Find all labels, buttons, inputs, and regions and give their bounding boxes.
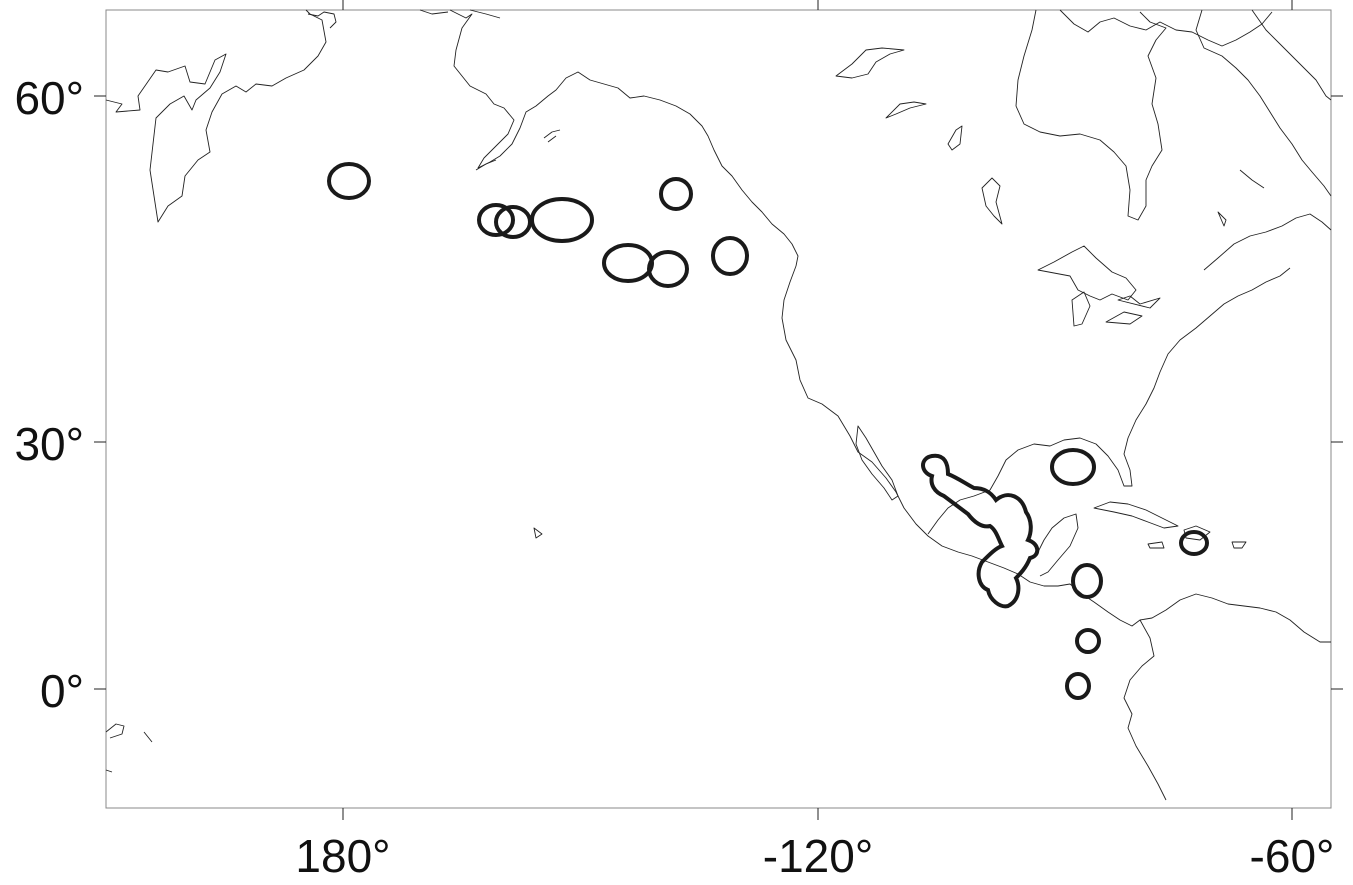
coast-siberia [105, 9, 327, 223]
coast-chukotka [307, 11, 337, 29]
contour-bering [327, 162, 371, 200]
coast-maritime [1203, 169, 1332, 271]
contour-gulf-alaska-2 [530, 197, 594, 243]
contour-gulf-alaska-3 [659, 177, 693, 211]
coast-alaska [449, 9, 799, 267]
coast-west-edge [105, 723, 153, 773]
coast-alaska-north [419, 9, 501, 19]
coast-baja [855, 425, 899, 501]
coast-greenland [1251, 9, 1332, 101]
coast-arctic-islands [835, 9, 1273, 225]
coast-hudson-bay [1015, 9, 1167, 221]
coast-labrador [1195, 9, 1332, 197]
coast-aleutians [475, 129, 561, 171]
contour-ecuador [1065, 672, 1091, 700]
contour-gulf-alaska-1b [494, 205, 532, 239]
y-axis-label-0: 0° [40, 665, 84, 717]
coast-yucatan [1035, 513, 1079, 577]
x-axis-label-neg120: -120° [763, 830, 873, 882]
contour-colombia [1075, 628, 1101, 654]
coast-hawaii [533, 527, 543, 539]
y-axis-label-60: 60° [14, 72, 84, 124]
coast-cuba [1093, 501, 1179, 529]
contour-pacific-5 [711, 236, 749, 276]
coast-hispaniola [1147, 525, 1247, 549]
contour-panama [1071, 563, 1103, 599]
contour-pacific-4b [647, 250, 689, 288]
contour-pacific-4a [602, 243, 654, 283]
contour-gulf-alaska-1a [477, 203, 515, 237]
x-axis-label-neg60: -60° [1250, 830, 1335, 882]
contour-regions [327, 162, 1209, 700]
y-axis-label-30: 30° [14, 418, 84, 470]
contour-florida [1050, 448, 1096, 486]
axis-ticks [94, 0, 1343, 820]
contour-hispaniola [1179, 530, 1209, 556]
map-frame [105, 9, 1332, 809]
contour-mexico-chain [921, 453, 1040, 609]
coastlines [105, 9, 1332, 801]
coast-great-lakes [1037, 245, 1161, 327]
coast-south-america [1123, 619, 1167, 801]
coast-gulf [927, 267, 1291, 535]
x-axis-label-180: 180° [295, 830, 390, 882]
